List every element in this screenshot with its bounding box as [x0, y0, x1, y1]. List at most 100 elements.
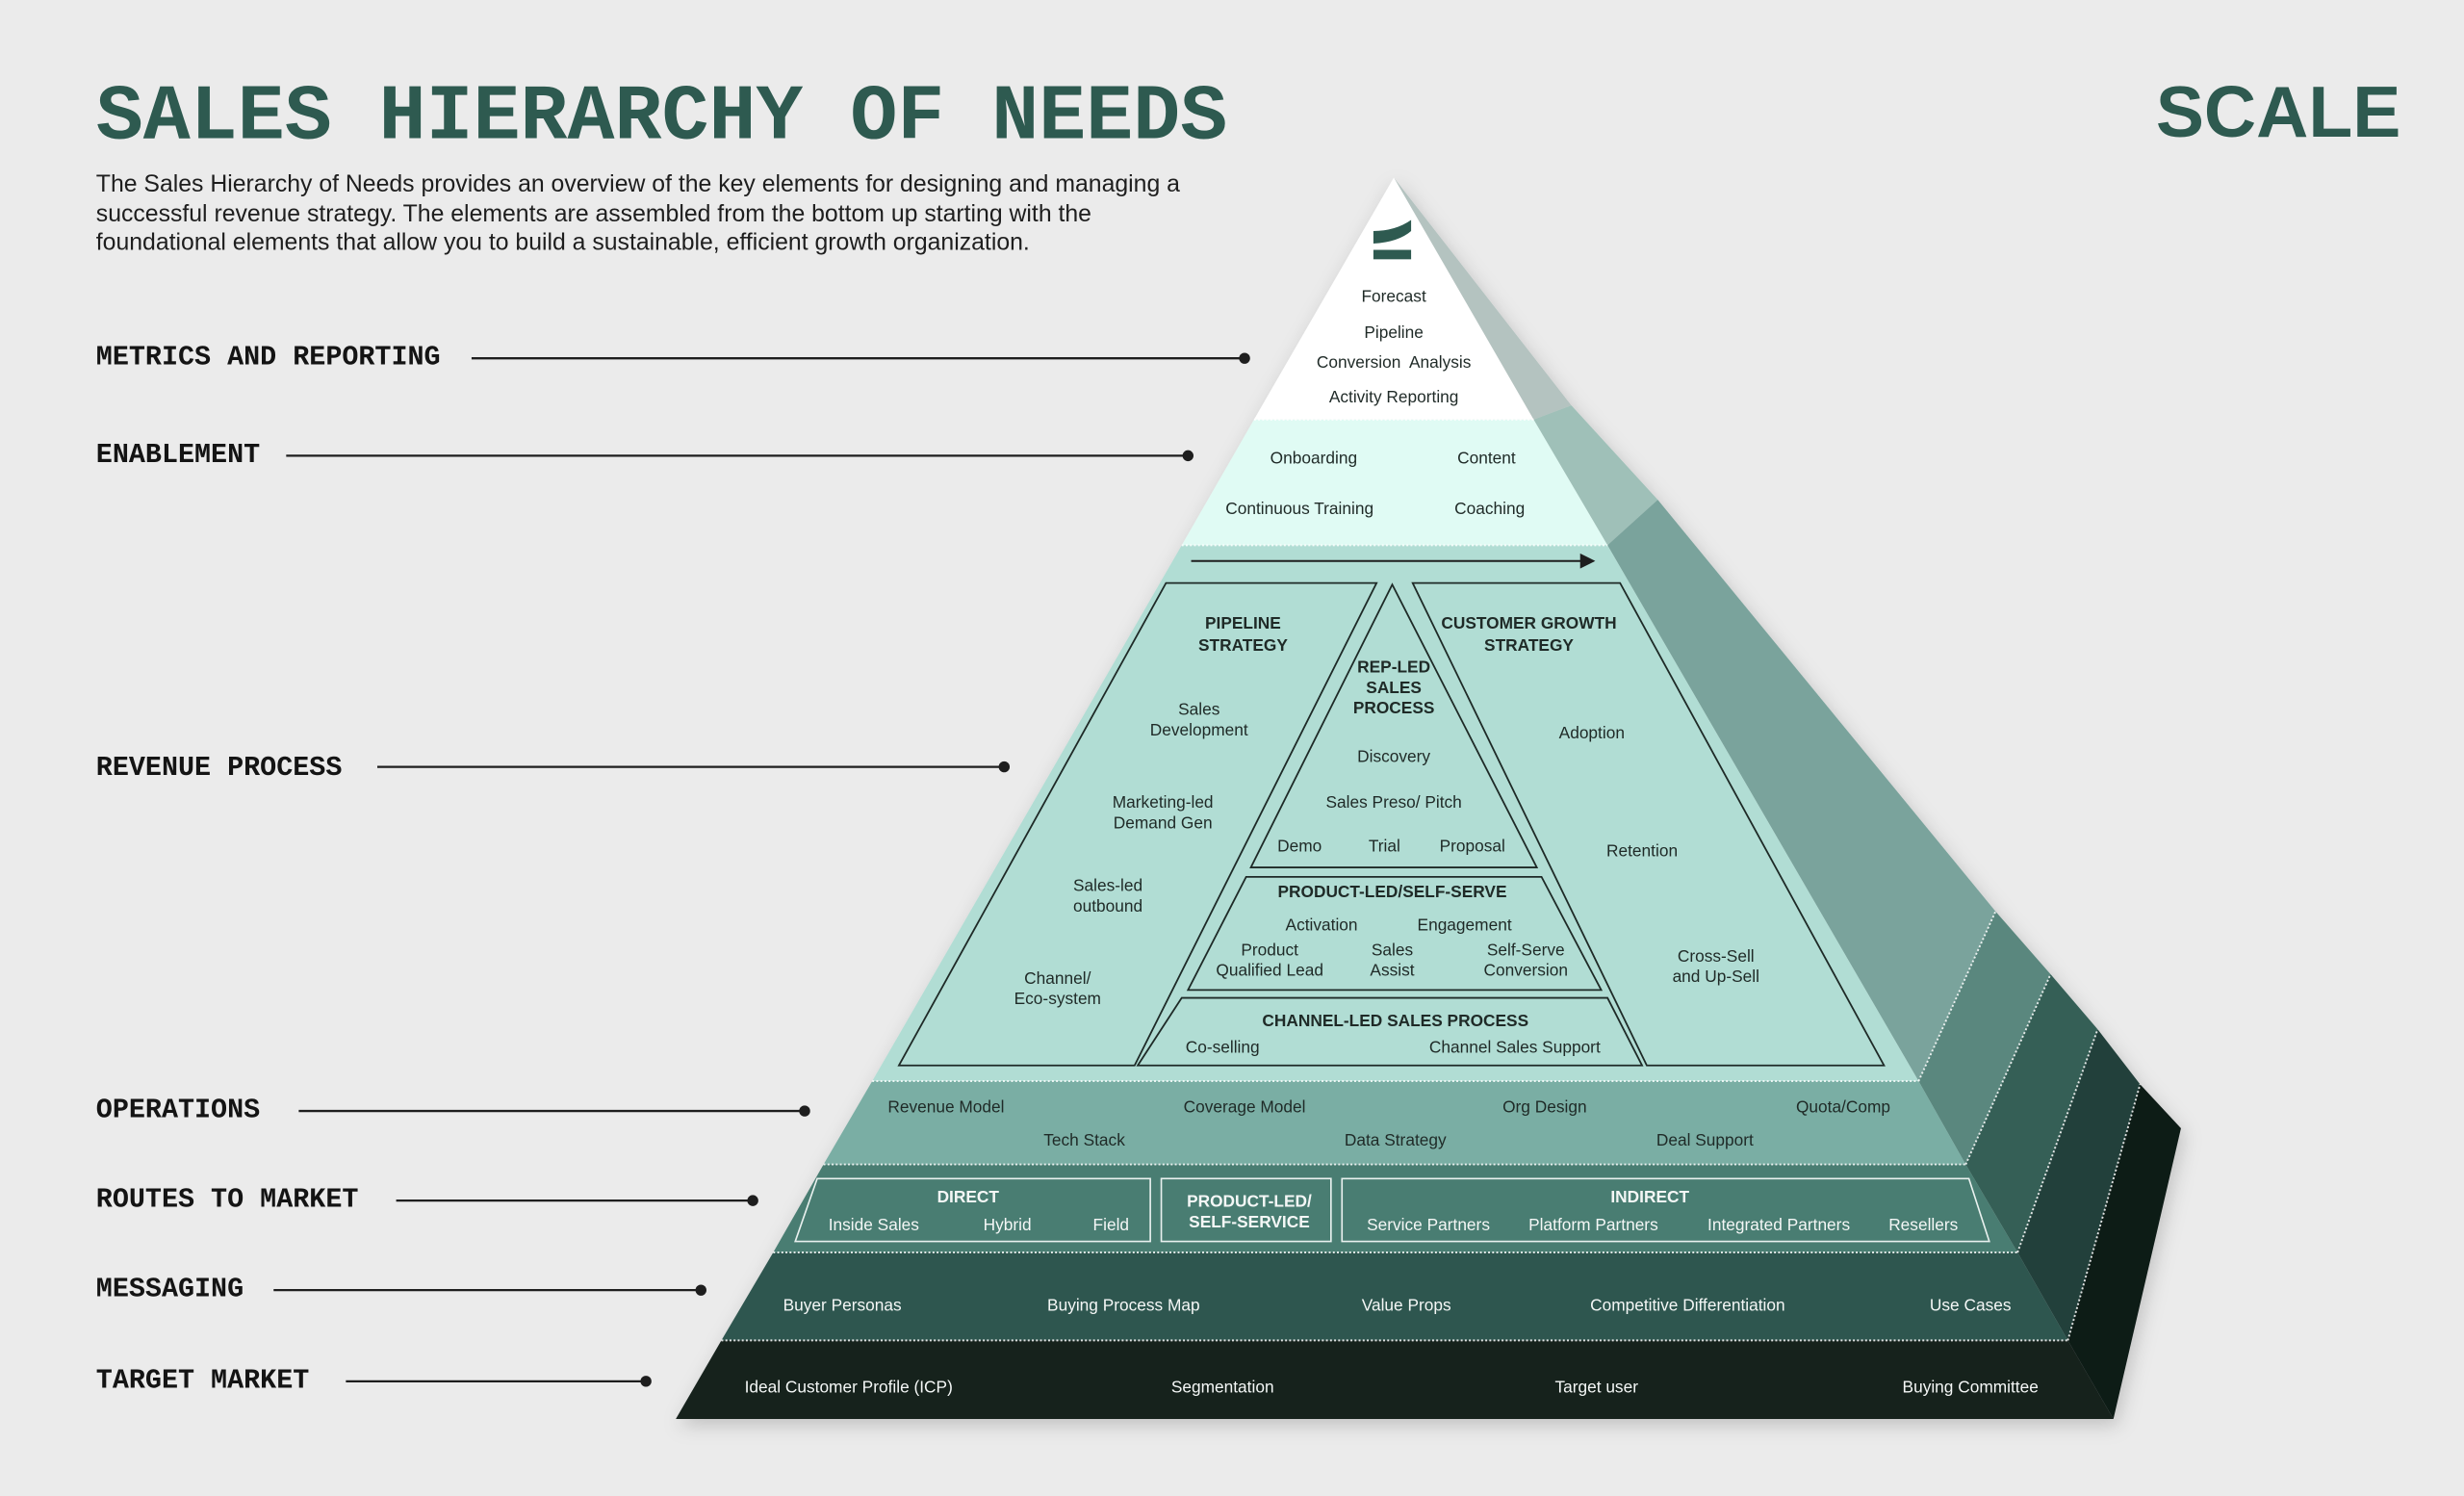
label-text: METRICS AND REPORTING	[96, 342, 441, 374]
side-enablement	[1533, 405, 1658, 546]
item-adoption: Adoption	[1559, 723, 1625, 742]
scale-mark-icon	[1373, 219, 1412, 260]
item-sales-led-2: outbound	[1073, 896, 1142, 916]
pyramid	[676, 177, 2181, 1420]
item-content: Content	[1457, 449, 1516, 468]
level-label-target: TARGET MARKET	[96, 1364, 652, 1396]
level-label-routes: ROUTES TO MARKET	[96, 1184, 758, 1216]
item-sales-preso: Sales Preso/ Pitch	[1325, 792, 1461, 812]
layer-metrics	[1253, 177, 1534, 420]
layer-enablement	[1181, 419, 1608, 546]
item-sales-assist-2: Assist	[1370, 961, 1414, 980]
level-label-enablement: ENABLEMENT	[96, 439, 1194, 471]
level-label-metrics: METRICS AND REPORTING	[96, 342, 1250, 374]
level-label-operations: OPERATIONS	[96, 1095, 810, 1126]
item-engagement: Engagement	[1418, 915, 1512, 934]
intro-line-3: foundational elements that allow you to …	[96, 230, 1030, 256]
pipeline-title-2: STRATEGY	[1198, 635, 1288, 655]
level-label-messaging: MESSAGING	[96, 1274, 706, 1305]
item-competitive-differentiation: Competitive Differentiation	[1590, 1295, 1785, 1314]
leader-dot	[640, 1376, 652, 1387]
side-target	[2067, 1084, 2181, 1420]
item-channel-1: Channel/	[1024, 968, 1091, 988]
label-text: REVENUE PROCESS	[96, 752, 343, 784]
channel-led-box	[1136, 996, 1644, 1067]
intro-line-2: successful revenue strategy. The element…	[96, 201, 1091, 227]
page-title: SALES HIERARCHY OF NEEDS	[96, 73, 1227, 163]
product-led-title: PRODUCT-LED/SELF-SERVE	[1277, 882, 1506, 901]
item-retention: Retention	[1606, 841, 1678, 861]
item-conversion-analysis: Conversion Analysis	[1317, 352, 1472, 372]
item-activity-reporting: Activity Reporting	[1329, 387, 1459, 406]
item-continuous-training: Continuous Training	[1225, 499, 1373, 518]
label-text: ENABLEMENT	[96, 439, 260, 471]
direct-box	[794, 1177, 1151, 1243]
rep-led-box	[1249, 582, 1539, 868]
item-inside-sales: Inside Sales	[829, 1215, 920, 1234]
item-channel-2: Eco-system	[1014, 989, 1101, 1008]
item-tech-stack: Tech Stack	[1043, 1130, 1125, 1149]
leader-dot	[1182, 450, 1194, 462]
item-field: Field	[1093, 1215, 1129, 1234]
item-self-serve-2: Conversion	[1484, 961, 1568, 980]
indirect-box	[1341, 1177, 1990, 1243]
item-resellers: Resellers	[1888, 1215, 1958, 1234]
item-pql-1: Product	[1241, 940, 1298, 959]
item-quota-comp: Quota/Comp	[1796, 1097, 1890, 1117]
item-data-strategy: Data Strategy	[1345, 1130, 1447, 1149]
item-proposal: Proposal	[1440, 837, 1505, 856]
item-co-selling: Co-selling	[1186, 1038, 1260, 1057]
side-routes	[1965, 974, 2098, 1252]
side-metrics	[1394, 177, 1572, 420]
customer-growth-title-1: CUSTOMER GROWTH	[1441, 613, 1616, 632]
item-cross-sell-1: Cross-Sell	[1678, 946, 1755, 966]
side-messaging	[2017, 1029, 2141, 1341]
item-demo: Demo	[1277, 837, 1322, 856]
item-buyer-personas: Buyer Personas	[783, 1295, 902, 1314]
item-pql-2: Qualified Lead	[1216, 961, 1323, 980]
item-cross-sell-2: and Up-Sell	[1673, 967, 1759, 986]
item-platform-partners: Platform Partners	[1528, 1215, 1658, 1234]
item-target-user: Target user	[1554, 1377, 1638, 1396]
leader-dot	[695, 1284, 706, 1296]
item-marketing-led-1: Marketing-led	[1113, 792, 1214, 812]
pipeline-title-1: PIPELINE	[1205, 613, 1281, 632]
item-value-props: Value Props	[1362, 1295, 1451, 1314]
indirect-title: INDIRECT	[1610, 1187, 1689, 1206]
brand-wordmark: SCALE	[2156, 71, 2400, 152]
product-led-route-title-2: SELF-SERVICE	[1189, 1212, 1310, 1231]
leader-dot	[1239, 352, 1250, 364]
layer-revenue	[872, 545, 1919, 1082]
item-deal-support: Deal Support	[1656, 1130, 1754, 1149]
leader-dot	[998, 761, 1011, 773]
item-org-design: Org Design	[1502, 1097, 1586, 1117]
item-discovery: Discovery	[1357, 747, 1430, 766]
customer-growth-title-2: STRATEGY	[1484, 635, 1574, 655]
pipeline-strategy-box	[897, 581, 1378, 1067]
scale-logo: SCALE	[2156, 71, 2400, 152]
item-icp: Ideal Customer Profile (ICP)	[745, 1377, 953, 1396]
item-activation: Activation	[1286, 915, 1358, 934]
label-text: MESSAGING	[96, 1274, 244, 1305]
intro-line-1: The Sales Hierarchy of Needs provides an…	[96, 171, 1180, 197]
item-trial: Trial	[1369, 837, 1400, 856]
item-marketing-led-2: Demand Gen	[1114, 812, 1213, 832]
level-label-revenue: REVENUE PROCESS	[96, 752, 1011, 784]
layer-target	[676, 1340, 2114, 1420]
item-sales-led-1: Sales-led	[1073, 876, 1142, 895]
item-forecast: Forecast	[1361, 286, 1425, 305]
item-hybrid: Hybrid	[984, 1215, 1032, 1234]
item-onboarding: Onboarding	[1270, 449, 1357, 468]
item-pipeline: Pipeline	[1364, 322, 1424, 342]
side-revenue	[1607, 500, 1996, 1082]
item-self-serve-1: Self-Serve	[1487, 940, 1565, 959]
item-integrated-partners: Integrated Partners	[1707, 1215, 1850, 1234]
item-coverage-model: Coverage Model	[1184, 1097, 1306, 1117]
layer-messaging	[721, 1251, 2068, 1341]
label-text: ROUTES TO MARKET	[96, 1184, 359, 1216]
layer-operations	[823, 1081, 1966, 1165]
product-led-route-title-1: PRODUCT-LED/	[1187, 1192, 1312, 1211]
item-coaching: Coaching	[1454, 499, 1525, 518]
item-buying-process-map: Buying Process Map	[1047, 1295, 1200, 1314]
